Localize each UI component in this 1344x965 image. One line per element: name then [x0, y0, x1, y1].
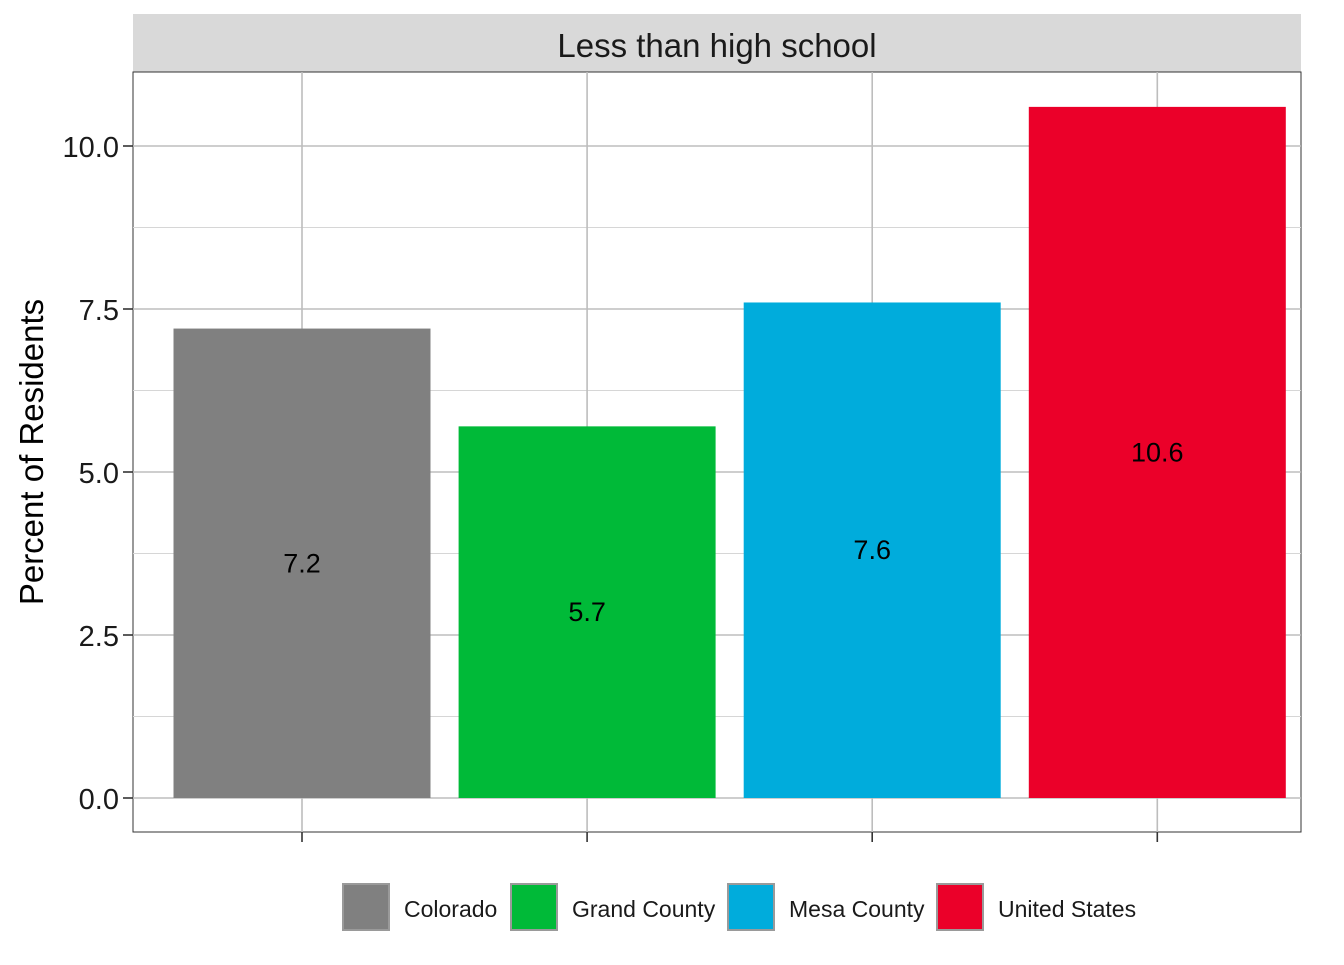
legend-label: Mesa County [789, 896, 925, 922]
y-tick-label: 7.5 [79, 295, 119, 327]
y-tick-label: 10.0 [63, 132, 119, 164]
y-tick-label: 2.5 [79, 621, 119, 653]
y-tick-label: 5.0 [79, 458, 119, 490]
y-tick-label: 0.0 [79, 784, 119, 816]
bar-mesa-county [743, 302, 1001, 798]
facet-strip [133, 14, 1301, 72]
legend-label: United States [998, 896, 1136, 922]
legend-key-colorado [342, 883, 390, 931]
bar-value-label: 7.2 [283, 548, 321, 578]
legend-key-grand-county [510, 883, 558, 931]
legend-label: Colorado [404, 896, 497, 922]
bar-colorado [173, 328, 431, 798]
bar-value-label: 10.6 [1131, 437, 1184, 467]
bar-value-label: 5.7 [568, 597, 606, 627]
legend-key-united-states [936, 883, 984, 931]
y-axis-title: Percent of Residents [13, 299, 50, 605]
facet-title: Less than high school [557, 27, 876, 64]
bar-grand-county [458, 426, 716, 798]
bar-value-label: 7.6 [853, 535, 891, 565]
bar-united-states [1028, 106, 1286, 798]
legend-key-mesa-county [727, 883, 775, 931]
legend-label: Grand County [572, 896, 716, 922]
